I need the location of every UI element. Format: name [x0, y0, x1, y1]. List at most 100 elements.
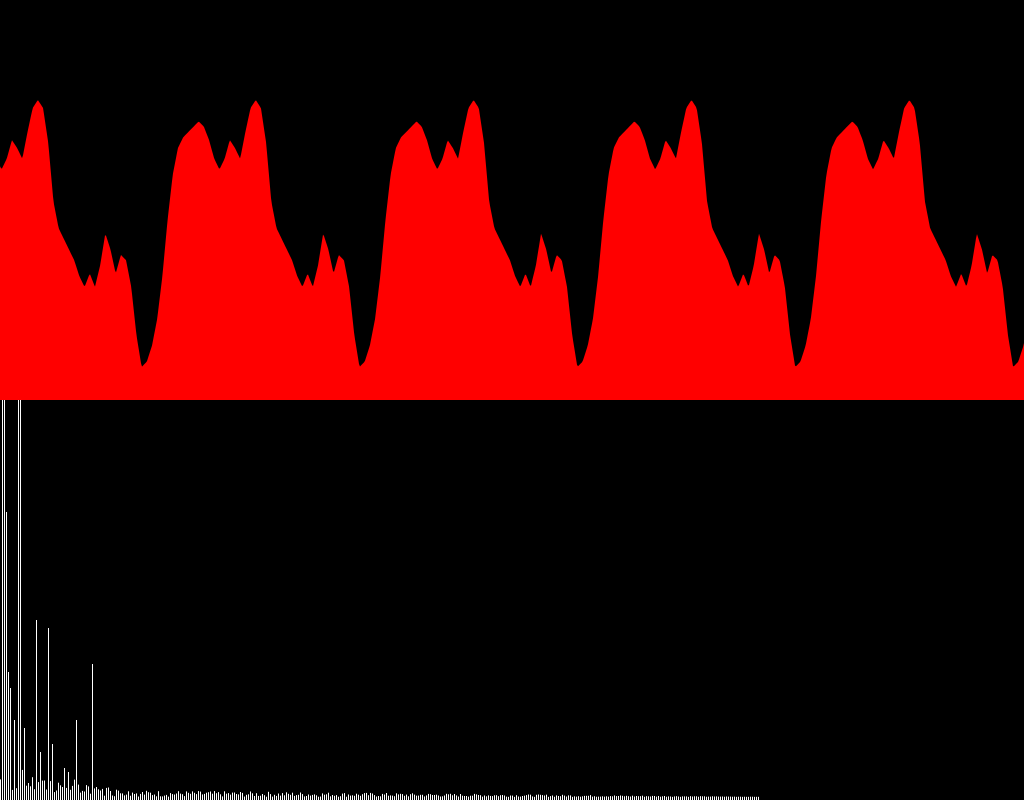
spectrum-bar — [464, 796, 465, 800]
spectrum-bar — [304, 796, 305, 800]
spectrum-bar — [100, 790, 101, 800]
spectrum-bar — [658, 796, 659, 800]
spectrum-bar — [468, 796, 469, 800]
spectrum-bar — [284, 795, 285, 800]
spectrum-bar — [40, 752, 41, 800]
spectrum-bar — [88, 786, 89, 800]
spectrum-bar — [684, 796, 685, 800]
spectrum-bar — [290, 794, 291, 800]
spectrum-bar — [572, 796, 573, 800]
spectrum-bar — [342, 793, 343, 800]
spectrum-bar — [722, 796, 723, 800]
spectrum-bar — [246, 794, 247, 800]
spectrum-bar — [472, 795, 473, 800]
spectrum-bar — [756, 796, 757, 800]
spectrum-bar — [276, 795, 277, 800]
spectrum-bar — [320, 796, 321, 800]
spectrum-bar — [70, 789, 71, 800]
spectrum-bar — [334, 795, 335, 800]
spectrum-bar — [218, 792, 219, 800]
spectrum-bar — [396, 793, 397, 800]
spectrum-bar — [44, 780, 45, 800]
spectrum-bar — [602, 796, 603, 800]
spectrum-bar — [662, 796, 663, 800]
spectrum-bar — [494, 795, 495, 800]
spectrum-bar — [54, 792, 55, 800]
spectrum-bar — [12, 789, 13, 800]
spectrum-bar — [316, 795, 317, 800]
spectrum-bar — [504, 795, 505, 800]
spectrum-bar — [408, 796, 409, 800]
spectrum-bar — [214, 791, 215, 800]
spectrum-bar — [300, 792, 301, 800]
spectrum-bar — [388, 795, 389, 800]
spectrum-bar — [62, 787, 63, 800]
spectrum-bar — [414, 794, 415, 800]
spectrum-bar — [674, 796, 675, 800]
spectrum-bar — [170, 793, 171, 800]
spectrum-bar — [142, 792, 143, 800]
spectrum-bar — [50, 781, 51, 800]
spectrum-bar — [552, 795, 553, 800]
spectrum-bar — [604, 796, 605, 800]
spectrum-bar — [236, 794, 237, 800]
spectrum-bar — [114, 796, 115, 800]
spectrum-bar — [162, 796, 163, 800]
spectrum-bar — [234, 792, 235, 800]
spectrum-bar — [692, 796, 693, 800]
spectrum-bar — [16, 788, 17, 800]
spectrum-bar — [390, 795, 391, 800]
spectrum-bar — [452, 795, 453, 800]
spectrum-bar — [200, 791, 201, 800]
spectrum-bar — [700, 796, 701, 800]
spectrum-bar — [198, 791, 199, 800]
spectrum-bar — [600, 796, 601, 800]
spectrum-bar — [224, 791, 225, 800]
spectrum-bar — [366, 792, 367, 800]
spectrum-bar — [498, 796, 499, 800]
spectrum-bar — [352, 795, 353, 800]
spectrum-bar — [68, 772, 69, 800]
spectrum-bar — [656, 796, 657, 800]
spectrum-bar — [410, 794, 411, 800]
spectrum-bar — [360, 795, 361, 800]
spectrum-bar — [746, 796, 747, 800]
spectrum-bar — [580, 796, 581, 800]
spectrum-bar — [26, 785, 27, 800]
spectrum-bar — [570, 795, 571, 800]
spectrum-bar — [578, 796, 579, 800]
spectrum-bar — [180, 793, 181, 800]
spectrum-bar — [618, 796, 619, 800]
spectrum-bar — [482, 796, 483, 800]
spectrum-bar — [644, 796, 645, 800]
spectrum-bar — [446, 793, 447, 800]
spectrum-bar — [152, 795, 153, 800]
spectrum-bar — [458, 796, 459, 800]
spectrum-bar — [382, 793, 383, 800]
spectrum-bar — [470, 795, 471, 800]
spectrum-bar — [634, 796, 635, 800]
spectrum-bar — [184, 796, 185, 800]
spectrum-bar — [254, 796, 255, 800]
spectrum-bar — [392, 795, 393, 800]
spectrum-bar — [592, 796, 593, 800]
spectrum-bar — [508, 796, 509, 800]
spectrum-bar — [128, 791, 129, 800]
spectrum-bar — [310, 795, 311, 800]
spectrum-bar — [78, 784, 79, 800]
spectrum-bar — [680, 796, 681, 800]
spectrum-bar — [490, 795, 491, 800]
spectrum-bar — [378, 796, 379, 800]
spectrum-bar — [14, 720, 15, 800]
spectrum-bar — [450, 793, 451, 800]
spectrum-bar — [332, 795, 333, 800]
spectrum-bar — [2, 400, 3, 800]
spectrum-bar — [632, 795, 633, 800]
spectrum-bar — [306, 796, 307, 800]
spectrum-bar — [536, 794, 537, 800]
spectrum-bar — [230, 794, 231, 800]
spectrum-bar — [258, 795, 259, 800]
spectrum-bar — [288, 793, 289, 800]
spectrum-bar — [102, 788, 103, 800]
spectrum-bar — [220, 794, 221, 800]
